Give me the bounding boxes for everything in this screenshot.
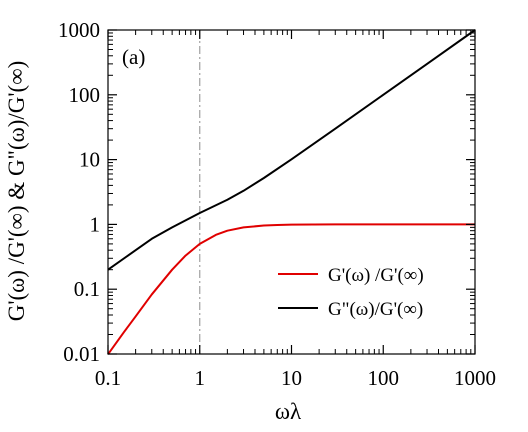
x-tick-label: 1 [195, 366, 206, 390]
y-axis-label: G'(ω) /G'(∞) & G"(ω)/G'(∞) [4, 61, 29, 322]
y-tick-label: 1 [90, 212, 101, 236]
x-axis-ticks: 0.1 1 10 100 1000 [95, 30, 496, 390]
y-tick-label: 0.1 [74, 277, 100, 301]
x-tick-label: 0.1 [95, 366, 121, 390]
series-lines [107, 29, 476, 355]
panel-label: (a) [122, 45, 145, 69]
y-tick-label: 0.01 [63, 342, 100, 366]
legend-label-series-2: G"(ω)/G'(∞) [328, 299, 423, 320]
legend: G'(ω) /G'(∞) G"(ω)/G'(∞) [278, 265, 424, 320]
y-tick-label: 10 [79, 148, 100, 172]
x-axis-label: ωλ [275, 399, 302, 424]
x-tick-label: 100 [368, 366, 400, 390]
y-tick-label: 100 [69, 83, 101, 107]
y-tick-label: 1000 [58, 18, 100, 42]
x-tick-label: 10 [281, 366, 302, 390]
y-axis-ticks: 0.01 0.1 1 10 100 1000 [58, 18, 475, 366]
series-line-2 [107, 29, 476, 271]
series-line-1 [107, 223, 475, 355]
legend-label-series-1: G'(ω) /G'(∞) [328, 265, 424, 286]
x-tick-label: 1000 [454, 366, 496, 390]
